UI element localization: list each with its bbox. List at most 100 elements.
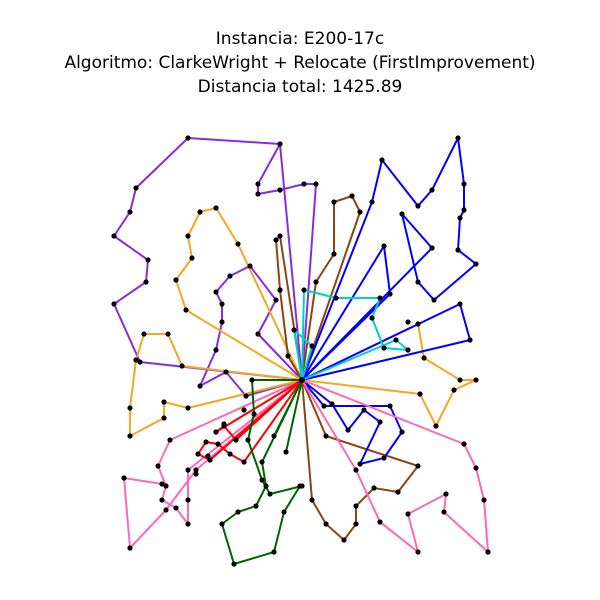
route-line-17 <box>157 379 303 525</box>
customer-node <box>415 203 421 209</box>
route-line-8 <box>275 235 303 381</box>
customer-node <box>455 247 461 253</box>
customer-node <box>395 489 401 495</box>
customer-node <box>213 289 219 295</box>
customer-node <box>369 315 375 321</box>
customer-node <box>461 181 467 187</box>
customer-node <box>227 273 233 279</box>
route-line-16 <box>301 379 489 553</box>
customer-node <box>283 449 289 455</box>
route-line-12 <box>301 245 391 381</box>
customer-node <box>185 467 191 473</box>
customer-node <box>443 491 449 497</box>
customer-node <box>349 193 355 199</box>
customer-node <box>193 471 199 477</box>
customer-node <box>431 297 437 303</box>
customer-node <box>155 463 161 469</box>
customer-node <box>313 181 319 187</box>
customer-node <box>277 287 283 293</box>
customer-node <box>185 233 191 239</box>
customer-node <box>429 187 435 193</box>
customer-node <box>197 209 203 215</box>
customer-node <box>205 453 211 459</box>
customer-node <box>281 509 287 515</box>
customer-node <box>133 185 139 191</box>
customer-node <box>387 291 393 297</box>
route-line-13 <box>301 379 403 465</box>
customer-node <box>421 355 427 361</box>
customer-node <box>353 503 359 509</box>
customer-node <box>451 387 457 393</box>
customer-node <box>433 423 439 429</box>
customer-node <box>213 429 219 435</box>
customer-node <box>213 347 219 353</box>
customer-node <box>377 295 383 301</box>
customer-node <box>185 405 191 411</box>
customer-node <box>393 337 399 343</box>
customer-node <box>291 327 297 333</box>
customer-node <box>309 497 315 503</box>
customer-node <box>249 377 255 383</box>
customer-node <box>259 477 265 483</box>
customer-node <box>223 369 229 375</box>
customer-node <box>111 233 117 239</box>
customer-node <box>219 521 225 527</box>
customer-node <box>163 507 169 513</box>
customer-node <box>273 237 279 243</box>
customer-node <box>381 455 387 461</box>
customer-node <box>357 209 363 215</box>
customer-node <box>461 441 467 447</box>
customer-node <box>193 467 199 473</box>
customer-node <box>297 483 303 489</box>
customer-node <box>441 509 447 515</box>
customer-node <box>167 437 173 443</box>
customer-node <box>243 393 249 399</box>
customer-node <box>145 257 151 263</box>
routes-layer <box>113 137 489 565</box>
chart-title-block: Instancia: E200-17c Algoritmo: ClarkeWri… <box>0 27 600 99</box>
customer-node <box>227 451 233 457</box>
customer-node <box>485 549 491 555</box>
customer-node <box>461 207 467 213</box>
customer-node <box>159 497 165 503</box>
customer-node <box>245 437 251 443</box>
customer-node <box>277 141 283 147</box>
customer-node <box>357 461 363 467</box>
customer-node <box>361 407 367 413</box>
customer-node <box>301 287 307 293</box>
customer-node <box>457 215 463 221</box>
customer-node <box>163 483 169 489</box>
customer-node <box>133 357 139 363</box>
customer-node <box>183 307 189 313</box>
customer-node <box>377 419 383 425</box>
route-line-15 <box>293 329 313 381</box>
customer-node <box>415 279 421 285</box>
customer-node <box>111 301 117 307</box>
customer-node <box>323 433 329 439</box>
customer-node <box>377 519 383 525</box>
customer-node <box>301 181 307 187</box>
customer-node <box>473 261 479 267</box>
customer-node <box>273 297 279 303</box>
customer-node <box>137 359 143 365</box>
distance-title: Distancia total: 1425.89 <box>197 77 403 97</box>
customer-node <box>341 537 347 543</box>
depot-node <box>299 377 305 383</box>
customer-node <box>197 383 203 389</box>
customer-node <box>235 241 241 247</box>
customer-node <box>127 209 133 215</box>
route-line-10 <box>301 137 477 381</box>
customer-node <box>127 405 133 411</box>
customer-node <box>189 255 195 261</box>
customer-node <box>353 467 359 473</box>
customer-node <box>285 353 291 359</box>
customer-node <box>143 279 149 285</box>
customer-node <box>207 457 213 463</box>
customer-node <box>121 475 127 481</box>
customer-node <box>219 301 225 307</box>
customer-node <box>263 483 269 489</box>
customer-node <box>179 363 185 369</box>
customer-node <box>255 181 261 187</box>
customer-node <box>399 429 405 435</box>
customer-node <box>159 481 165 487</box>
